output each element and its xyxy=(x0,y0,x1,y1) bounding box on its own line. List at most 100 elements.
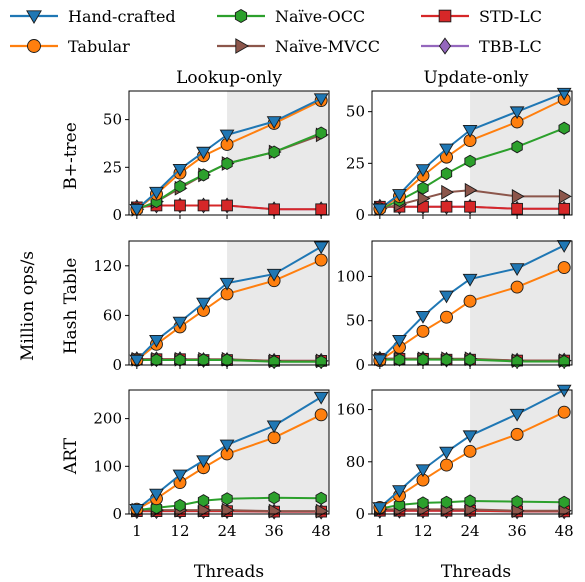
panel-2-0-series-hand xyxy=(129,391,329,517)
panel-1-0-point-nocc-5 xyxy=(268,355,280,369)
panel-2-0-point-nocc-2 xyxy=(174,498,186,512)
panel-1-0-ytick-label-2: 120 xyxy=(93,257,122,275)
panel-2-1-xtick-label-4: 48 xyxy=(555,522,574,540)
legend-label-tbb: TBB-LC xyxy=(479,37,542,56)
panel-2-0-point-hand-2 xyxy=(172,469,188,483)
panel-2-1-point-hand-3 xyxy=(439,446,454,460)
panel-0-1-point-hand-1 xyxy=(392,189,407,202)
panel-1-1-point-tab-4 xyxy=(463,294,477,308)
panel-2-1-point-tab-6 xyxy=(557,405,571,419)
panel-1-1-point-tab-2 xyxy=(416,324,430,338)
panel-1-1-series-hand xyxy=(372,240,572,368)
row-title-hashtable: Hash Table xyxy=(61,258,81,355)
panel-0-0-series-hand xyxy=(129,93,329,217)
panel-1-0-point-nocc-4 xyxy=(221,353,233,367)
panel-2-0-point-nocc-5 xyxy=(268,491,280,505)
panel-1-1-point-nocc-2 xyxy=(417,353,429,367)
panel-2-0-point-nocc-4 xyxy=(221,492,233,506)
panel-2-1-point-hand-1 xyxy=(392,485,407,499)
panel-0-1-point-std-5 xyxy=(511,202,523,215)
panel-2-0-point-hand-1 xyxy=(149,488,164,502)
panel-0-0-point-hand-1 xyxy=(149,186,164,200)
panel-1-1-point-nocc-5 xyxy=(511,354,523,368)
panel-2-1-xtick-label-1: 12 xyxy=(413,522,432,540)
panel-1-1-point-hand-5 xyxy=(509,263,525,276)
legend-item-nocc: Naïve-OCC xyxy=(217,7,365,26)
panel-1-0-point-hand-6 xyxy=(313,241,329,255)
panel-0-1-point-nmvcc-4 xyxy=(464,182,478,198)
panel-1-1-point-hand-4 xyxy=(462,273,478,287)
panel-2-0-ytick-label-2: 200 xyxy=(93,410,122,428)
panel-0-0-point-std-3 xyxy=(197,199,210,212)
panel-0-0-point-hand-0 xyxy=(129,204,145,217)
panel-2-0-xtick-label-3: 36 xyxy=(265,522,284,540)
panel-2-0-xtick-label-2: 24 xyxy=(217,522,236,540)
panel-2-0-point-nocc-3 xyxy=(197,494,210,508)
legend-item-hand: Hand-crafted xyxy=(10,7,176,26)
panel-2-1-point-nocc-3 xyxy=(440,495,453,509)
panel-0-1-ytick-label-0: 0 xyxy=(355,206,365,224)
legend-label-nmvcc: Naïve-MVCC xyxy=(275,37,380,56)
panel-0-0-point-std-4 xyxy=(221,199,233,212)
panel-0-1-point-nocc-4 xyxy=(464,154,476,168)
panel-0-0-point-nocc-2 xyxy=(174,179,186,193)
legend-item-tbb: TBB-LC xyxy=(421,37,542,56)
row-title-art: ART xyxy=(61,437,81,475)
panel-0-1-point-nocc-2 xyxy=(417,181,429,195)
panel-2-0-point-tab-6 xyxy=(314,408,328,422)
panel-2-1-point-hand-4 xyxy=(462,430,478,444)
panel-0-1-ytick-label-1: 25 xyxy=(346,154,365,172)
legend-label-tab: Tabular xyxy=(68,37,130,56)
panel-0-1-point-hand-4 xyxy=(462,125,478,138)
panel-1-0-ytick-label-1: 60 xyxy=(103,306,122,324)
panel-0-0-point-hand-6 xyxy=(313,93,329,107)
row-title-bplustree: B+-tree xyxy=(61,122,81,190)
panel-2-0-point-hand-4 xyxy=(219,439,235,453)
panel-1-0-point-nocc-2 xyxy=(174,353,186,367)
panel-2-1-point-nocc-5 xyxy=(511,495,523,509)
panel-0-0-point-std-5 xyxy=(268,203,280,216)
legend-item-nmvcc: Naïve-MVCC xyxy=(217,37,380,56)
panel-2-0-point-nmvcc-3 xyxy=(198,502,212,518)
panel-2-1: 0 80 160 1 12 24 36 48 xyxy=(336,384,574,540)
panel-0-0: 0 25 50 xyxy=(103,90,330,224)
panel-0-1-point-nmvcc-3 xyxy=(441,184,455,200)
y-axis-label: Million ops/s xyxy=(18,251,38,361)
panel-0-1: 0 25 50 xyxy=(346,87,573,224)
panel-0-1-point-hand-2 xyxy=(415,164,431,178)
panel-2-0-xtick-label-4: 48 xyxy=(312,522,331,540)
panel-1-0-point-hand-2 xyxy=(172,316,188,330)
panel-2-1-ytick-label-2: 160 xyxy=(336,401,365,419)
panel-2-1-point-tab-4 xyxy=(463,444,477,458)
panel-0-1-point-nocc-3 xyxy=(440,167,453,181)
panel-0-0-point-nocc-3 xyxy=(197,168,210,182)
legend-label-nocc: Naïve-OCC xyxy=(275,7,365,26)
panel-2-0-ytick-label-0: 0 xyxy=(112,505,122,523)
panel-0-0-point-nocc-4 xyxy=(221,156,233,171)
panel-2-0-point-hand-3 xyxy=(196,455,211,469)
legend: Hand-crafted Naïve-OCC STD-LC Tabular Naïve-… xyxy=(10,7,542,56)
panel-2-1-xtick-label-0: 1 xyxy=(375,522,385,540)
panel-1-1-point-hand-3 xyxy=(439,290,454,304)
panel-0-1-series-hand xyxy=(372,87,572,217)
column-title-update: Update-only xyxy=(423,68,528,88)
panel-1-0-point-nocc-6 xyxy=(315,355,327,369)
legend-label-std: STD-LC xyxy=(479,7,542,26)
panel-1-1-point-hand-2 xyxy=(415,311,431,324)
panel-0-1-frame xyxy=(371,90,573,216)
legend-marker-nocc xyxy=(234,8,248,24)
panel-2-0-point-tab-5 xyxy=(267,431,281,445)
panel-2-1-point-nocc-2 xyxy=(417,496,429,510)
panel-1-1: 0 50 100 xyxy=(336,240,573,374)
panel-2-1-point-tab-5 xyxy=(510,427,524,441)
panel-0-0-ytick-label-1: 25 xyxy=(103,158,122,176)
panel-1-1-ytick-label-1: 50 xyxy=(346,312,365,330)
legend-marker-tbb xyxy=(438,37,452,55)
panel-0-0-point-hand-4 xyxy=(219,129,235,143)
panel-2-1-xtick-label-2: 24 xyxy=(460,522,479,540)
panel-1-0-point-hand-5 xyxy=(266,268,282,282)
legend-marker-hand xyxy=(26,10,42,25)
panel-2-1-point-hand-6 xyxy=(556,384,572,398)
panel-1-1-point-hand-1 xyxy=(392,334,407,348)
